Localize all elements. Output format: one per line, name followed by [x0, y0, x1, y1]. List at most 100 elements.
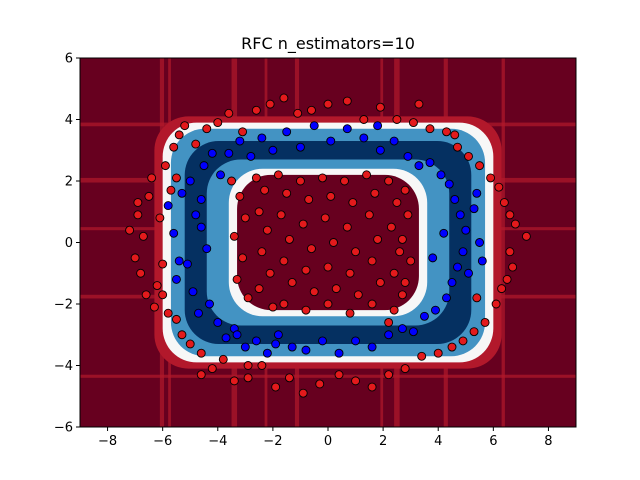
- outer-point: [287, 278, 297, 287]
- outer-point: [207, 364, 217, 374]
- outer-point: [375, 278, 385, 287]
- inner-point: [163, 201, 173, 211]
- inner-point: [273, 330, 283, 340]
- outer-point: [158, 259, 168, 269]
- outer-point: [442, 127, 451, 137]
- outer-point: [497, 284, 507, 294]
- outer-point: [276, 210, 286, 220]
- outer-point: [279, 299, 289, 309]
- inner-point: [282, 127, 292, 137]
- outer-point: [340, 176, 349, 186]
- inner-point: [224, 148, 234, 158]
- inner-point: [199, 161, 209, 171]
- outer-point: [447, 342, 457, 352]
- inner-point: [185, 176, 195, 186]
- inner-point: [174, 256, 184, 266]
- outer-point: [268, 302, 278, 312]
- chart-title: RFC n_estimators=10: [241, 34, 415, 53]
- y-tick-label: −2: [54, 298, 73, 313]
- inner-point: [428, 253, 438, 263]
- outer-point: [499, 198, 509, 207]
- outer-point: [403, 210, 413, 220]
- outer-point: [166, 185, 176, 195]
- outer-point: [202, 124, 212, 134]
- outer-point: [282, 188, 292, 198]
- outer-point: [136, 268, 146, 278]
- outer-point: [331, 284, 341, 294]
- outer-point: [169, 142, 179, 152]
- inner-point: [444, 179, 454, 189]
- outer-point: [345, 308, 355, 318]
- inner-point: [351, 336, 361, 346]
- inner-point: [477, 256, 487, 266]
- outer-point: [196, 370, 206, 380]
- outer-point: [323, 299, 333, 309]
- outer-point: [141, 290, 151, 300]
- inner-point: [389, 136, 399, 146]
- outer-point: [334, 370, 344, 380]
- outer-point: [147, 173, 157, 183]
- inner-point: [436, 170, 446, 180]
- outer-point: [491, 299, 501, 309]
- inner-point: [455, 210, 465, 220]
- inner-point: [425, 158, 435, 168]
- outer-point: [318, 173, 327, 183]
- outer-point: [458, 336, 468, 346]
- outer-point: [133, 198, 143, 207]
- outer-point: [425, 124, 435, 134]
- inner-point: [188, 287, 198, 297]
- outer-point: [155, 213, 165, 223]
- inner-point: [213, 318, 223, 327]
- outer-point: [298, 388, 308, 398]
- outer-point: [326, 191, 336, 201]
- inner-point: [458, 247, 468, 257]
- outer-point: [406, 256, 416, 266]
- inner-point: [408, 327, 418, 337]
- inner-point: [251, 336, 261, 346]
- outer-point: [508, 262, 518, 272]
- y-tick-label: −4: [54, 359, 73, 374]
- outer-point: [505, 247, 515, 257]
- outer-point: [144, 191, 154, 201]
- outer-point: [130, 253, 140, 263]
- inner-point: [326, 136, 336, 146]
- outer-point: [367, 299, 377, 309]
- inner-point: [342, 124, 352, 134]
- x-tick-label: 8: [544, 434, 552, 449]
- outer-point: [301, 265, 311, 275]
- outer-point: [389, 305, 399, 315]
- inner-point: [301, 345, 311, 355]
- outer-point: [229, 376, 239, 386]
- x-tick-label: 2: [379, 434, 387, 449]
- outer-point: [323, 262, 333, 272]
- outer-point: [400, 364, 410, 374]
- inner-point: [442, 293, 451, 303]
- x-tick-label: −2: [263, 434, 282, 449]
- inner-point: [257, 133, 267, 143]
- x-tick-label: −8: [98, 434, 117, 449]
- inner-point: [397, 324, 407, 334]
- outer-point: [342, 96, 352, 106]
- outer-point: [251, 173, 261, 183]
- outer-point: [373, 234, 383, 244]
- outer-point: [243, 373, 253, 383]
- inner-point: [384, 330, 394, 340]
- outer-point: [480, 318, 490, 327]
- outer-point: [240, 213, 250, 223]
- outer-point: [227, 176, 237, 186]
- outer-point: [238, 253, 248, 263]
- outer-point: [254, 284, 264, 294]
- inner-point: [262, 348, 272, 358]
- outer-point: [295, 176, 305, 186]
- inner-point: [202, 244, 212, 254]
- x-tick-label: 0: [324, 434, 332, 449]
- outer-point: [284, 373, 294, 383]
- outer-point: [367, 256, 377, 266]
- outer-point: [450, 130, 460, 140]
- outer-point: [397, 290, 407, 300]
- outer-point: [475, 161, 485, 171]
- outer-point: [171, 314, 181, 324]
- inner-point: [268, 145, 278, 155]
- outer-point: [521, 231, 531, 241]
